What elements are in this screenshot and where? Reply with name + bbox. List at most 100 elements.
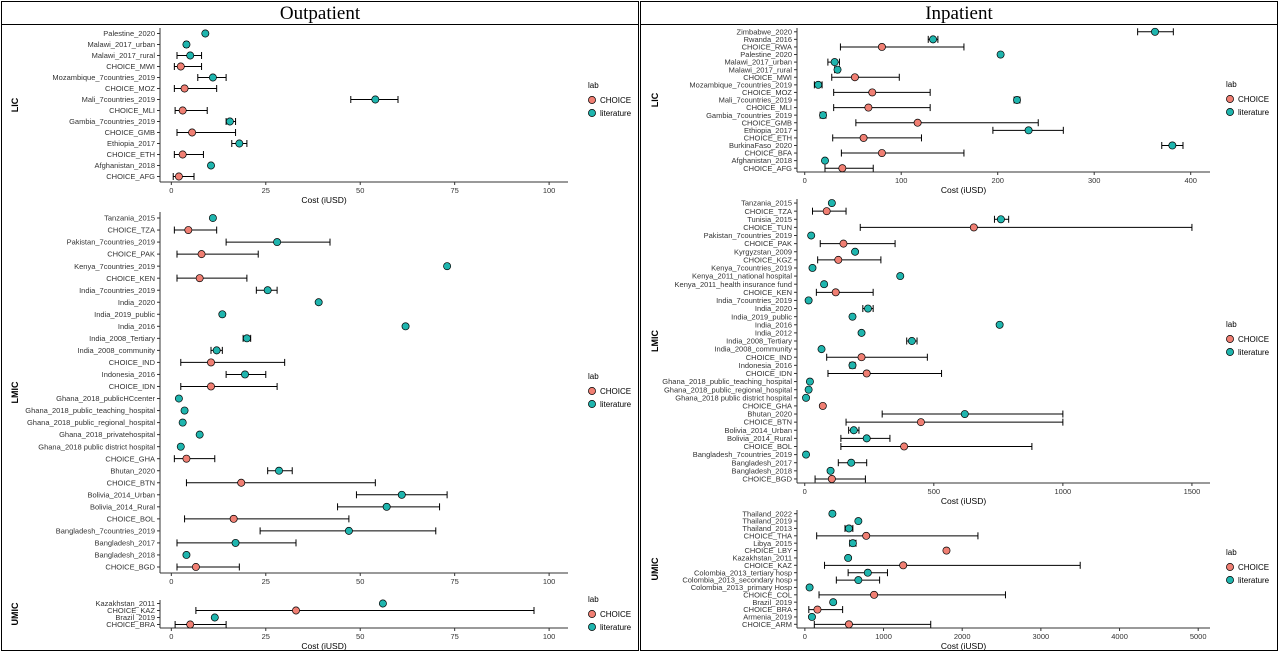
legend-title: lab [1226, 80, 1237, 89]
data-point-choice [174, 172, 183, 181]
data-point-literature [186, 51, 195, 60]
data-point-literature [1013, 96, 1021, 104]
data-point-choice [197, 250, 206, 259]
data-point-literature [814, 80, 823, 89]
legend-label-literature: literature [1238, 576, 1270, 585]
data-point-choice [186, 620, 195, 629]
data-point-literature [804, 385, 813, 394]
y-tick-label: CHOICE_BRA [106, 620, 155, 629]
data-point-literature [862, 434, 871, 443]
data-point-choice [176, 62, 185, 71]
x-tick-label: 50 [356, 577, 364, 586]
y-tick-label: BurkinaFaso_2020 [729, 141, 792, 150]
y-tick-label: CHOICE_MLI [746, 103, 792, 112]
y-tick-label: Malawi_2017_urban [724, 58, 792, 67]
legend-key-literature [588, 109, 596, 117]
x-tick-label: 1500 [1184, 487, 1201, 496]
data-point-literature [201, 29, 210, 38]
legend-label-literature: literature [600, 109, 632, 118]
data-point-choice [838, 164, 847, 173]
y-tick-label: CHOICE_TZA [744, 207, 792, 216]
y-tick-label: Colombia_2013_primary Hosp [691, 583, 792, 592]
y-tick-label: CHOICE_ETH [107, 150, 155, 159]
data-point-choice [868, 88, 877, 97]
y-tick-label: Bangladesh_7countries_2019 [693, 450, 792, 459]
x-tick-label: 25 [262, 632, 270, 641]
y-tick-label: India_2016 [755, 320, 792, 329]
data-point-choice [195, 274, 204, 283]
y-tick-label: Ghana_2018_public_regional_hospital [27, 418, 155, 427]
y-tick-label: Malawi_2017_rural [92, 51, 156, 60]
y-tick-label: CHOICE_LBY [744, 546, 792, 555]
legend-label-choice: CHOICE [600, 387, 631, 396]
data-point-literature [849, 426, 858, 435]
y-tick-label: Afghanistan_2018 [95, 161, 155, 170]
legend-key-literature [1226, 576, 1234, 584]
y-tick-label: Thailand_2019 [742, 517, 792, 526]
inpatient-title: Inpatient [925, 3, 993, 24]
y-tick-label: Ghana_2018_public_regional_hospital [664, 385, 792, 394]
y-tick-label: Palestine_2020 [740, 50, 792, 59]
y-tick-label: Ethiopia_2017 [107, 139, 155, 148]
y-tick-label: Palestine_2020 [103, 29, 155, 38]
data-point-choice [877, 42, 886, 51]
data-point-literature [176, 442, 185, 451]
data-point-literature [805, 377, 814, 386]
x-axis-title: Cost (iUSD) [301, 195, 347, 205]
x-tick-label: 0 [803, 632, 807, 641]
y-tick-label: Kenya_7countries_2019 [74, 262, 155, 271]
y-tick-label: Mali_7countries_2019 [719, 96, 792, 105]
y-tick-label: Colombia_2013_secondary hosp [682, 576, 792, 585]
x-axis-title: Cost (iUSD) [941, 185, 987, 195]
x-tick-label: 100 [895, 176, 908, 185]
y-tick-label: India_2019_public [94, 310, 155, 319]
outpatient-title: Outpatient [280, 3, 361, 24]
data-point-literature [1151, 27, 1159, 36]
data-point-choice [813, 605, 822, 614]
data-point-literature [863, 568, 872, 577]
data-point-literature [1168, 141, 1177, 150]
legend-label-choice: CHOICE [600, 610, 631, 619]
y-tick-label: Pakistan_7countries_2019 [67, 238, 155, 247]
legend-label-choice: CHOICE [1238, 563, 1269, 572]
y-tick-label: CHOICE_BTN [744, 418, 792, 427]
legend-label-choice: CHOICE [600, 96, 631, 105]
data-point-literature [208, 214, 217, 222]
data-point-literature [830, 58, 839, 67]
legend-label-choice: CHOICE [1238, 335, 1269, 344]
data-point-choice [913, 118, 922, 127]
y-tick-label: CHOICE_BOL [744, 442, 792, 451]
y-tick-label: CHOICE_GHA [105, 454, 155, 463]
data-point-choice [818, 401, 827, 410]
data-point-literature [833, 65, 842, 74]
data-point-literature [208, 73, 217, 82]
x-tick-label: 25 [262, 186, 270, 195]
data-point-literature [802, 393, 810, 402]
y-tick-label: Malawi_2017_urban [87, 40, 155, 49]
data-point-literature [847, 458, 856, 467]
legend-key-choice [588, 96, 596, 104]
data-point-literature [378, 599, 387, 608]
panel-inpatient-umic: 0 1000 2000 3000 4000 5000 Cost (iUSD) UMIC Thai… [650, 509, 1270, 651]
y-tick-label: CHOICE_IDN [746, 369, 792, 378]
y-tick-label: CHOICE_RWA [742, 43, 792, 52]
y-tick-label: CHOICE_BRA [743, 605, 792, 614]
data-point-literature [851, 247, 860, 256]
y-tick-label: Ghana_2018_public_teaching_hospital [662, 377, 792, 386]
y-tick-label: CHOICE_MLI [109, 106, 155, 115]
data-point-literature [231, 538, 240, 547]
data-point-choice [207, 382, 215, 391]
legend-key-choice [1226, 335, 1234, 343]
data-point-literature [178, 418, 187, 427]
y-tick-label: CHOICE_BTN [107, 478, 155, 487]
y-tick-label: Tanzania_2015 [741, 199, 792, 208]
data-point-choice [916, 418, 925, 427]
inpatient-frame [640, 1, 1278, 651]
y-tick-label: Thailand_2013 [742, 524, 792, 533]
x-tick-label: 75 [450, 632, 458, 641]
y-tick-label: Bolivia_2014_Rural [727, 434, 792, 443]
data-point-choice [899, 561, 908, 570]
data-point-choice [862, 531, 871, 540]
